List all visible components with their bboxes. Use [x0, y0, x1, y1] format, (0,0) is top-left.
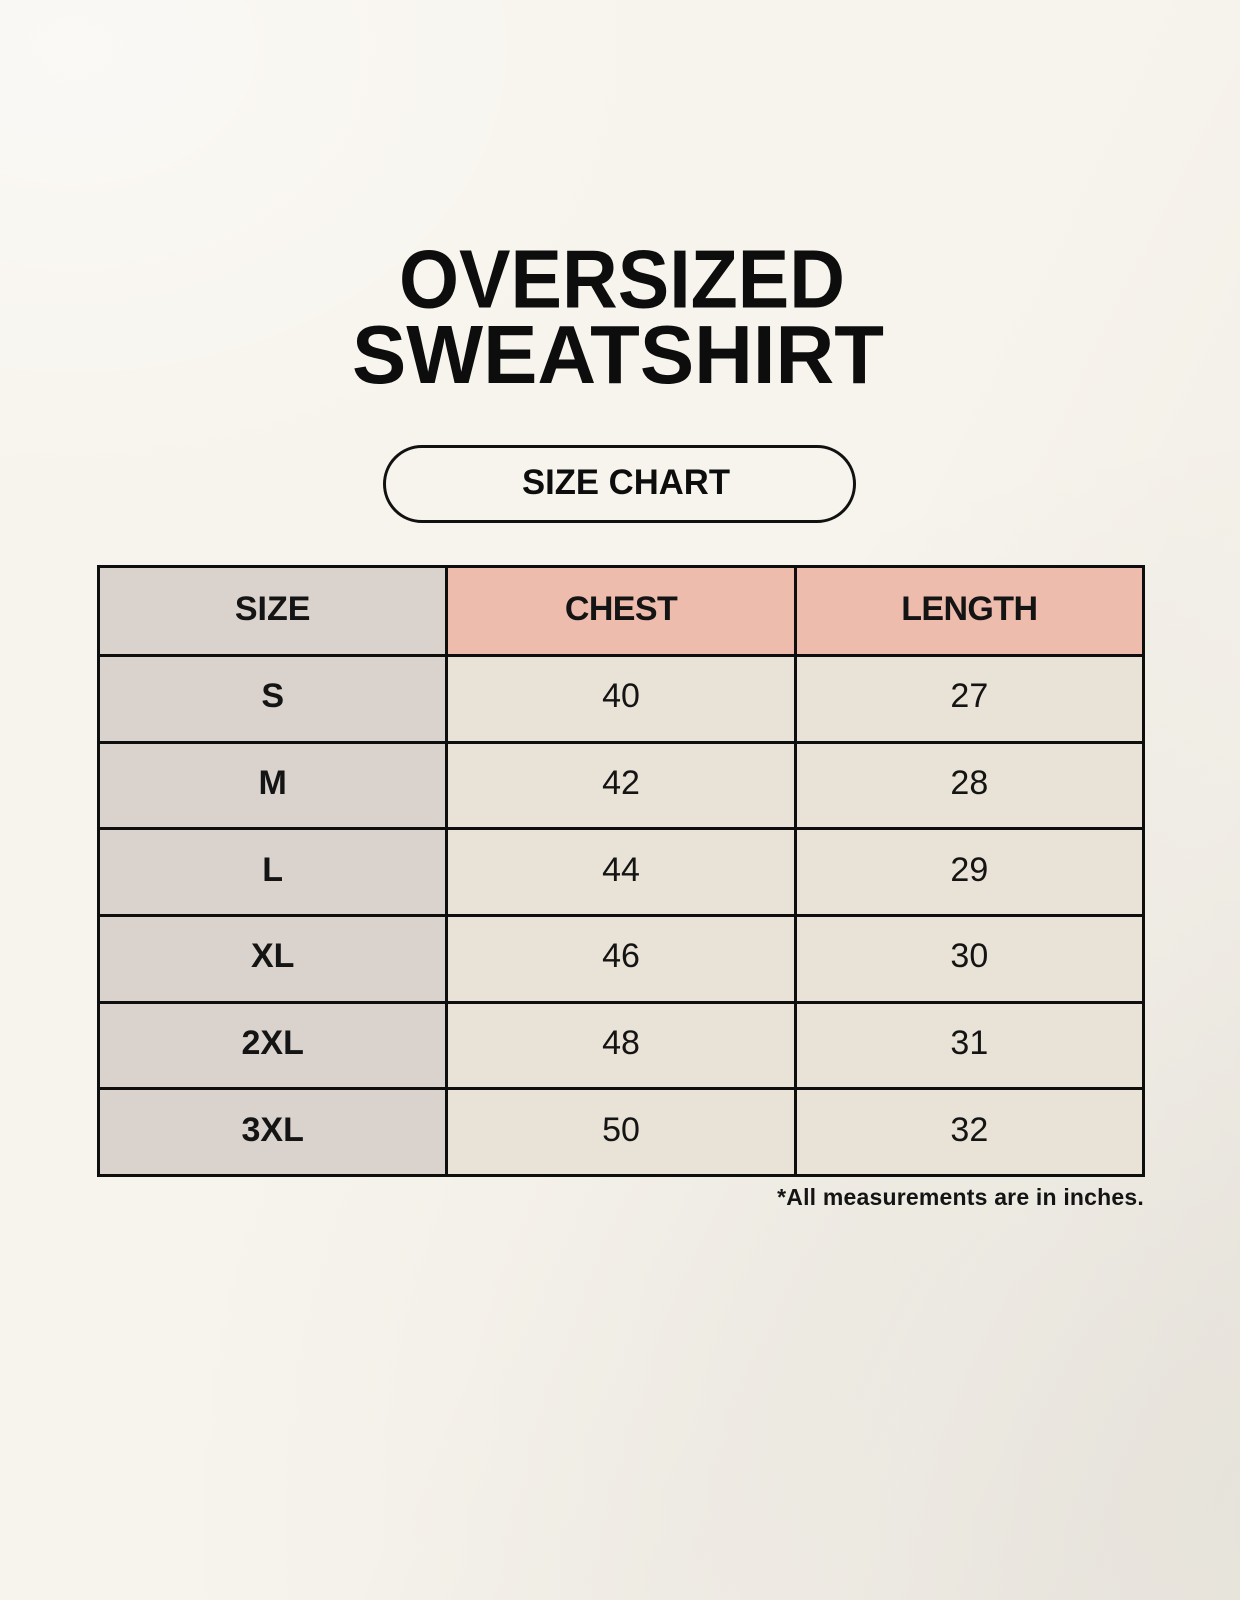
svg-text:SWEATSHIRT: SWEATSHIRT: [352, 308, 884, 401]
svg-text:SIZE CHART: SIZE CHART: [522, 463, 730, 502]
svg-text:OVERSIZED: OVERSIZED: [399, 233, 845, 326]
